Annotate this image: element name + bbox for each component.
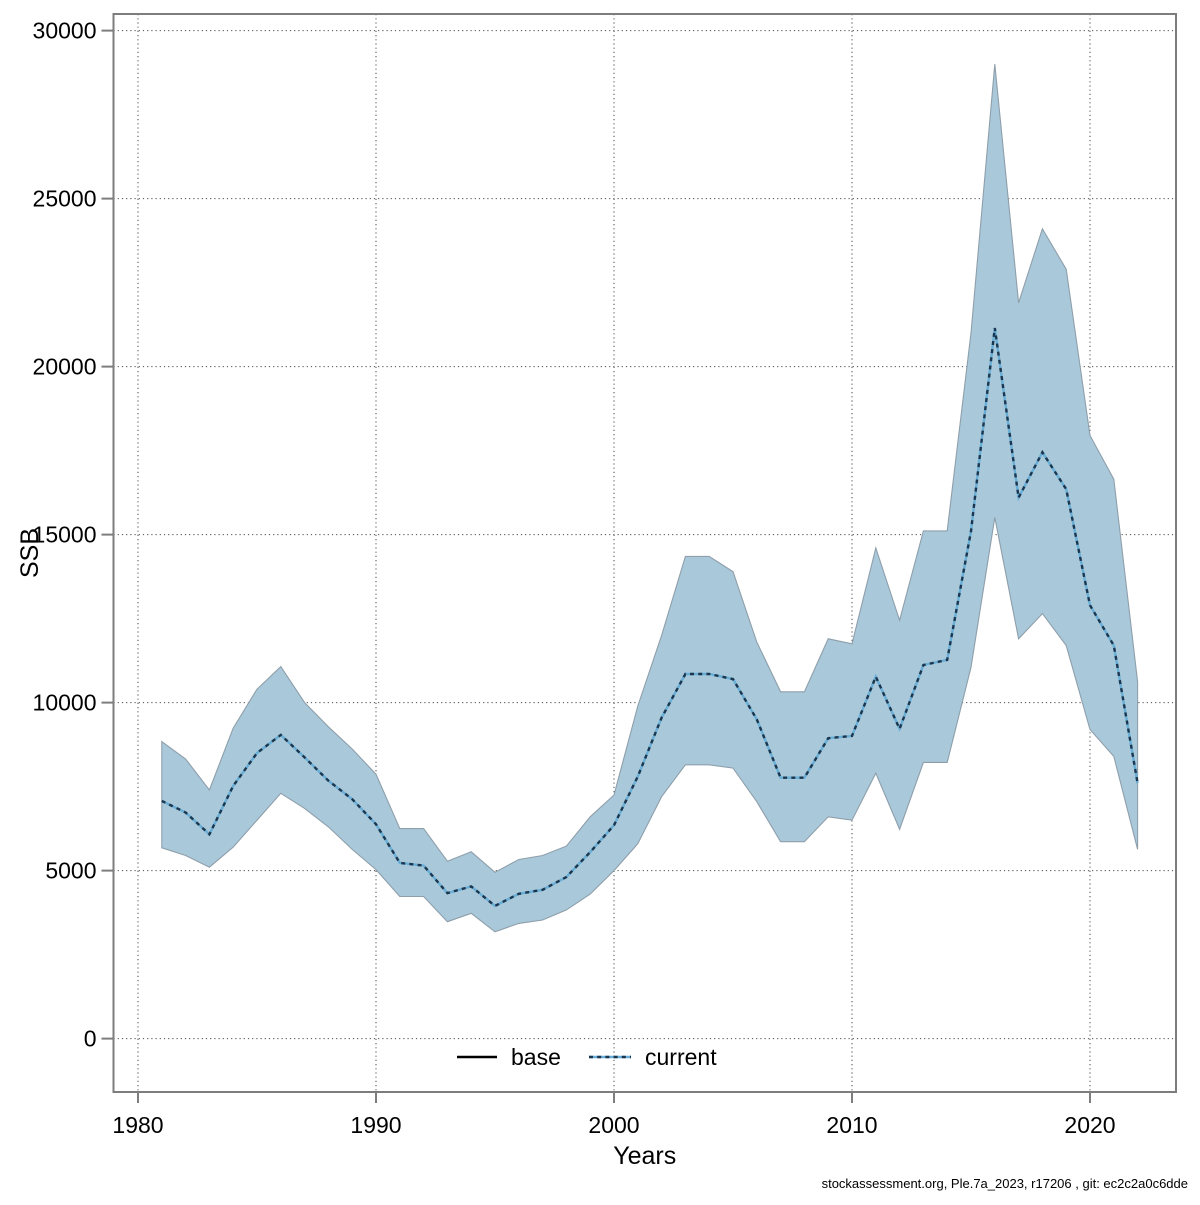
- x-axis-title: Years: [613, 1142, 676, 1170]
- y-tick-label-30000: 30000: [33, 18, 97, 44]
- legend-current-label: current: [645, 1044, 717, 1070]
- x-tick-label-1980: 1980: [112, 1112, 163, 1138]
- y-tick-label-25000: 25000: [33, 186, 97, 212]
- y-tick-label-5000: 5000: [45, 858, 96, 884]
- y-tick-label-10000: 10000: [33, 690, 97, 716]
- y-tick-label-15000: 15000: [33, 522, 97, 548]
- x-tick-label-2020: 2020: [1064, 1112, 1115, 1138]
- x-tick-label-2000: 2000: [588, 1112, 639, 1138]
- current-line: [161, 327, 1139, 908]
- confidence-band: [161, 64, 1139, 933]
- y-axis-title: SSB: [16, 528, 44, 578]
- x-tick-label-1990: 1990: [350, 1112, 401, 1138]
- footer-credit: stockassessment.org, Ple.7a_2023, r17206…: [821, 1176, 1188, 1191]
- y-tick-label-0: 0: [84, 1026, 97, 1052]
- y-tick-label-20000: 20000: [33, 354, 97, 380]
- x-tick-label-2010: 2010: [826, 1112, 877, 1138]
- plot-frame: [112, 13, 1177, 1093]
- legend-base-label: base: [511, 1044, 561, 1070]
